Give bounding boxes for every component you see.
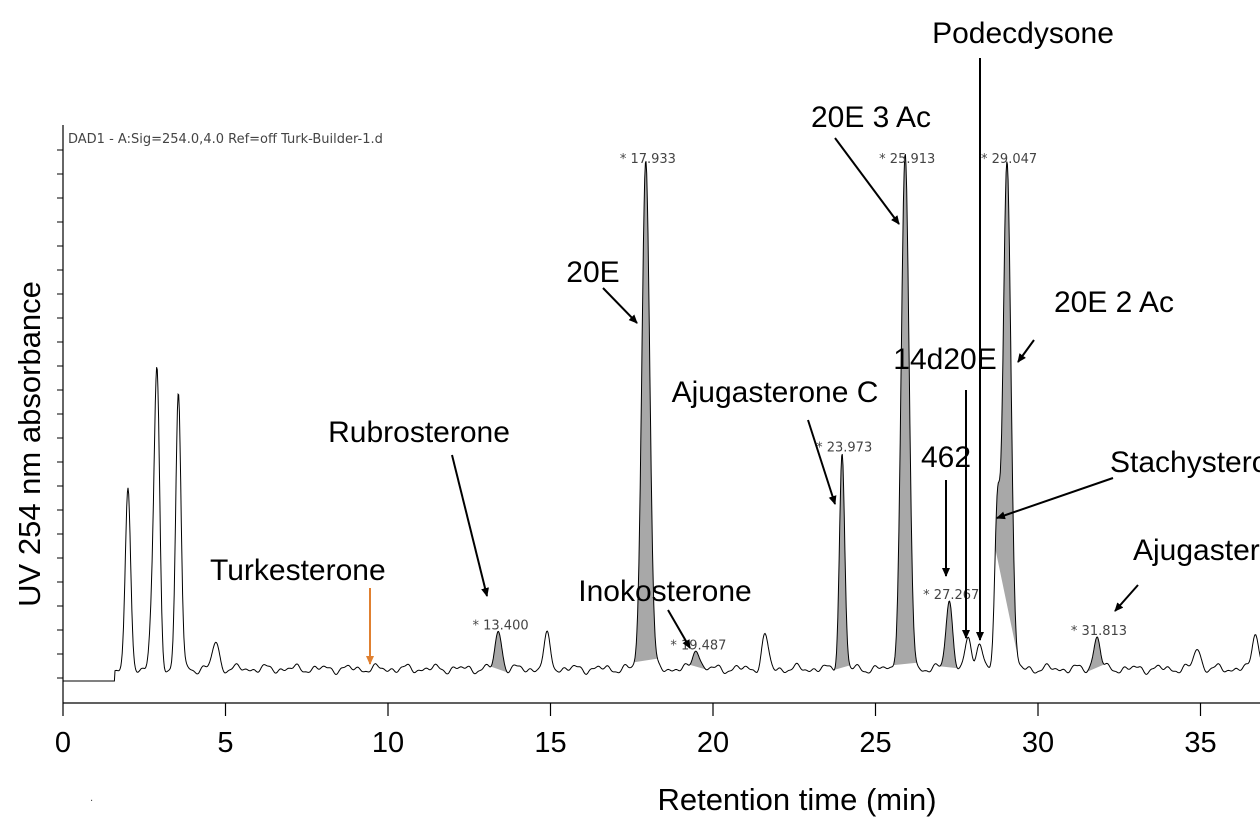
annotation-label: Stachysterone: [1110, 446, 1260, 479]
annotation-arrow: [1017, 339, 1035, 363]
y-axis-ticks: [57, 149, 63, 679]
peak-fill: [893, 153, 917, 666]
annotation-label: 20E: [566, 256, 619, 289]
x-tick-label: 5: [217, 727, 233, 759]
x-tick-label: 30: [1022, 727, 1054, 759]
annotation-arrow: [834, 137, 900, 225]
annotation-arrow: [451, 454, 489, 597]
annotation-label: 14d20E: [893, 343, 996, 376]
annotation-label: 20E 3 Ac: [811, 101, 931, 134]
y-axis-label: UV 254 nm absorbance: [12, 281, 47, 607]
peak-rt-label: * 31.813: [1071, 624, 1127, 639]
stray-dot: ·: [90, 796, 93, 807]
peak-fill: [634, 160, 658, 663]
chart-title: DAD1 - A:Sig=254.0,4.0 Ref=off Turk-Buil…: [68, 132, 383, 147]
peak-rt-label: * 23.973: [816, 440, 872, 455]
peak-rt-label: * 13.400: [473, 619, 529, 634]
annotation-label: 462: [921, 441, 971, 474]
peak-fill: [488, 631, 509, 673]
annotation-arrow: [602, 287, 638, 324]
peak-fill: [1087, 637, 1107, 672]
x-axis-ticks: 0 5 10 15 20 25 30 35: [55, 703, 1217, 759]
annotation-label: Rubrosterone: [328, 416, 510, 449]
annotation-label: Turkesterone: [210, 554, 386, 587]
x-tick-label: 35: [1184, 727, 1216, 759]
annotation-label: 20E 2 Ac: [1054, 286, 1174, 319]
x-axis-label: Retention time (min): [657, 782, 936, 817]
peak-rt-label: * 19.487: [670, 638, 726, 653]
annotation-arrow: [667, 609, 691, 649]
x-tick-label: 25: [859, 727, 891, 759]
annotation-arrow: [807, 419, 837, 505]
annotation-label: Inokosterone: [578, 575, 751, 608]
x-tick-label: 15: [534, 727, 566, 759]
chromatogram-trace: [63, 154, 1260, 682]
peak-rt-label: * 29.047: [981, 152, 1037, 167]
x-tick-label: 0: [55, 727, 71, 759]
peak-rt-label: * 27.267: [923, 588, 979, 603]
peak-rt-label: * 17.933: [620, 152, 676, 167]
peak-fill: [686, 651, 707, 670]
peak-rt-label: * 25.913: [879, 152, 935, 167]
peak-fill: [995, 161, 1019, 662]
compound-annotations: Turkesterone Rubrosterone 20E Inokosterone A…: [210, 17, 1260, 665]
annotation-label: Podecdysone: [932, 17, 1114, 50]
annotation-arrow: [1114, 584, 1139, 612]
x-tick-label: 10: [372, 727, 404, 759]
x-tick-label: 20: [697, 727, 729, 759]
annotation-arrow: [996, 477, 1114, 520]
annotation-label: Ajugasterone C: [672, 376, 879, 409]
annotation-label: Ajugasterone: [1133, 534, 1260, 567]
